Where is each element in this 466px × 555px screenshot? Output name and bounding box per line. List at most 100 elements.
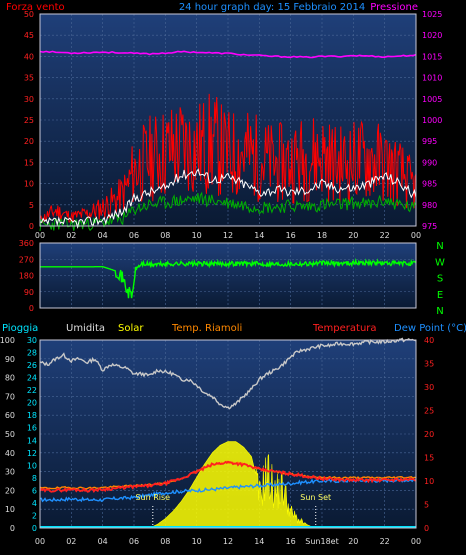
y-tick-label: 1025 (422, 10, 442, 19)
direction-gridlines (40, 243, 416, 308)
x-tick-label: 20 (348, 231, 358, 240)
y-tick-label: 16 (27, 424, 37, 433)
x-tick-label: 00 (35, 231, 45, 240)
wind-gust-line (39, 93, 417, 224)
y-tick-label: 1000 (422, 116, 442, 125)
pressure-axis: 1025 1020 1015 1010 1005 1000 995 990 985 980 975 (422, 10, 442, 231)
y-tick-label: 0 (424, 524, 429, 533)
y-tick-label: 990 (422, 158, 437, 167)
x-tick-label: 00 (411, 231, 421, 240)
y-tick-label: 10 (27, 461, 37, 470)
y-tick-label: 40 (5, 449, 15, 458)
y-tick-label: 35 (24, 74, 34, 83)
y-tick-label: 18 (27, 411, 37, 420)
compass-label: N (436, 241, 443, 252)
chart-title: 24 hour graph day: 15 Febbraio 2014 (179, 2, 365, 13)
y-tick-label: 30 (424, 383, 434, 392)
x-tick-label: 10 (192, 231, 202, 240)
y-tick-label: 975 (422, 222, 437, 231)
temperature-line (39, 460, 417, 494)
y-tick-label: 45 (24, 31, 34, 40)
y-tick-label: 10 (24, 180, 34, 189)
y-tick-label: 0 (10, 524, 15, 533)
sunrise-label: Sun Rise (135, 493, 170, 502)
x-tick-label: 02 (66, 537, 76, 546)
x-tick-label: 22 (380, 537, 390, 546)
compass-label: N (436, 306, 443, 317)
y-tick-label: 70 (5, 392, 15, 401)
wind-average-line (39, 168, 417, 230)
x-tick-label: 04 (98, 231, 108, 240)
y-tick-label: 15 (24, 158, 34, 167)
y-tick-label: 1015 (422, 52, 442, 61)
direction-series (40, 257, 417, 299)
y-tick-label: 100 (0, 336, 15, 345)
y-tick-label: 1020 (422, 31, 442, 40)
y-tick-label: 14 (27, 436, 37, 445)
y-tick-label: 28 (27, 349, 37, 358)
y-tick-label: 24 (27, 374, 37, 383)
y-tick-label: 980 (422, 201, 437, 210)
y-tick-label: 40 (24, 52, 34, 61)
direction-plot-frame (39, 242, 417, 309)
sunset-label: Sun Set (300, 493, 331, 502)
x-tick-label: 14 (254, 537, 264, 546)
x-tick-label: 02 (66, 231, 76, 240)
y-tick-label: 2 (32, 512, 37, 521)
legend-rain: Pioggia (2, 323, 38, 334)
compass-label: W (435, 257, 445, 268)
y-tick-label: 10 (5, 505, 15, 514)
temp-legend: Pioggia Umidita Solar Temp. Riamoli Temp… (2, 323, 466, 334)
y-tick-label: 5 (424, 501, 429, 510)
y-tick-label: 995 (422, 137, 437, 146)
y-tick-label: 30 (5, 468, 15, 477)
x-tick-label: 04 (98, 537, 108, 546)
y-tick-label: 20 (24, 137, 34, 146)
wind-x-axis: 00 02 04 06 08 10 12 14 16 18 20 22 00 (35, 231, 421, 240)
y-tick-label: 60 (5, 411, 15, 420)
y-tick-label: 5 (29, 201, 34, 210)
x-tick-label: 10 (192, 537, 202, 546)
x-tick-label: 00 (411, 537, 421, 546)
humidity-line (39, 337, 417, 410)
x-tick-label: 16 (286, 231, 296, 240)
y-tick-label: 0 (32, 524, 37, 533)
direction-axis: 360 270 180 90 0 (19, 239, 34, 313)
legend-temperature: Temperatura (312, 323, 377, 334)
x-tick-label: 18 (317, 231, 327, 240)
x-tick-label: Sun18et (305, 537, 338, 546)
wind-series (39, 50, 417, 232)
y-tick-label: 12 (27, 449, 37, 458)
x-tick-label: 12 (223, 231, 233, 240)
y-tick-label: 6 (32, 486, 37, 495)
y-tick-label: 1005 (422, 95, 442, 104)
y-tick-label: 8 (32, 474, 37, 483)
x-tick-label: 08 (160, 537, 170, 546)
y-tick-label: 0 (29, 304, 34, 313)
x-tick-label: 22 (380, 231, 390, 240)
y-tick-label: 20 (424, 430, 434, 439)
y-tick-label: 50 (5, 430, 15, 439)
legend-indoor-temp: Temp. Riamoli (171, 323, 242, 334)
dew-point-line (39, 477, 417, 503)
y-tick-label: 360 (19, 239, 34, 248)
y-tick-label: 22 (27, 386, 37, 395)
y-tick-label: 20 (27, 399, 37, 408)
compass-label: S (437, 274, 443, 285)
y-tick-label: 0 (29, 222, 34, 231)
x-tick-label: 12 (223, 537, 233, 546)
x-tick-label: 06 (129, 537, 139, 546)
x-tick-label: 16 (286, 537, 296, 546)
pressure-line (39, 50, 417, 59)
y-tick-label: 26 (27, 361, 37, 370)
pressure-title: Pressione (370, 2, 418, 13)
y-tick-label: 270 (19, 255, 34, 264)
y-tick-label: 1010 (422, 74, 442, 83)
